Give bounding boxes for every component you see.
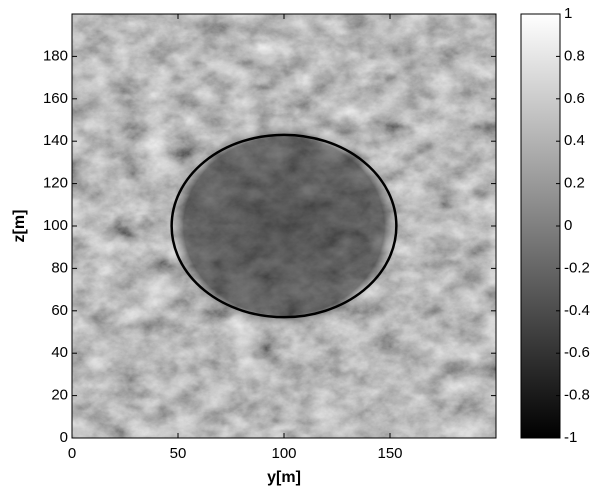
x-tick-label: 50 [170,445,187,462]
chart: y[m] z[m] 0 50 100 150 0 20 40 60 80 100 120 140 160… [0,0,600,491]
colorbar-tick-label: -1 [564,429,577,446]
y-tick-label: 40 [51,344,68,361]
colorbar-tick-label: -0.4 [564,302,590,319]
y-tick-label: 180 [43,47,68,64]
y-tick-label: 0 [60,429,68,446]
colorbar-tick-label: 0.4 [564,132,585,149]
x-tick-label: 100 [271,445,296,462]
colorbar-tick-label: -0.2 [564,259,590,276]
y-tick-label: 20 [51,387,68,404]
colorbar-tick-label: -0.8 [564,387,590,404]
colorbar [521,14,560,438]
colorbar-tick-label: -0.6 [564,344,590,361]
x-tick-label: 150 [377,445,402,462]
y-tick-label: 140 [43,132,68,149]
y-tick-label: 120 [43,175,68,192]
colorbar-tick-label: 0.6 [564,90,585,107]
x-axis-label: y[m] [267,469,301,486]
colorbar-tick-label: 1 [564,5,572,22]
y-tick-label: 60 [51,302,68,319]
colorbar-tick-label: 0 [564,217,572,234]
colorbar-tick-label: 0.8 [564,47,585,64]
y-tick-label: 100 [43,217,68,234]
vortex-region-shade [166,121,402,331]
field-image [72,14,496,438]
y-tick-label: 80 [51,259,68,276]
x-tick-label: 0 [68,445,76,462]
colorbar-tick-label: 0.2 [564,175,585,192]
y-axis-label: z[m] [11,210,28,243]
y-tick-label: 160 [43,90,68,107]
